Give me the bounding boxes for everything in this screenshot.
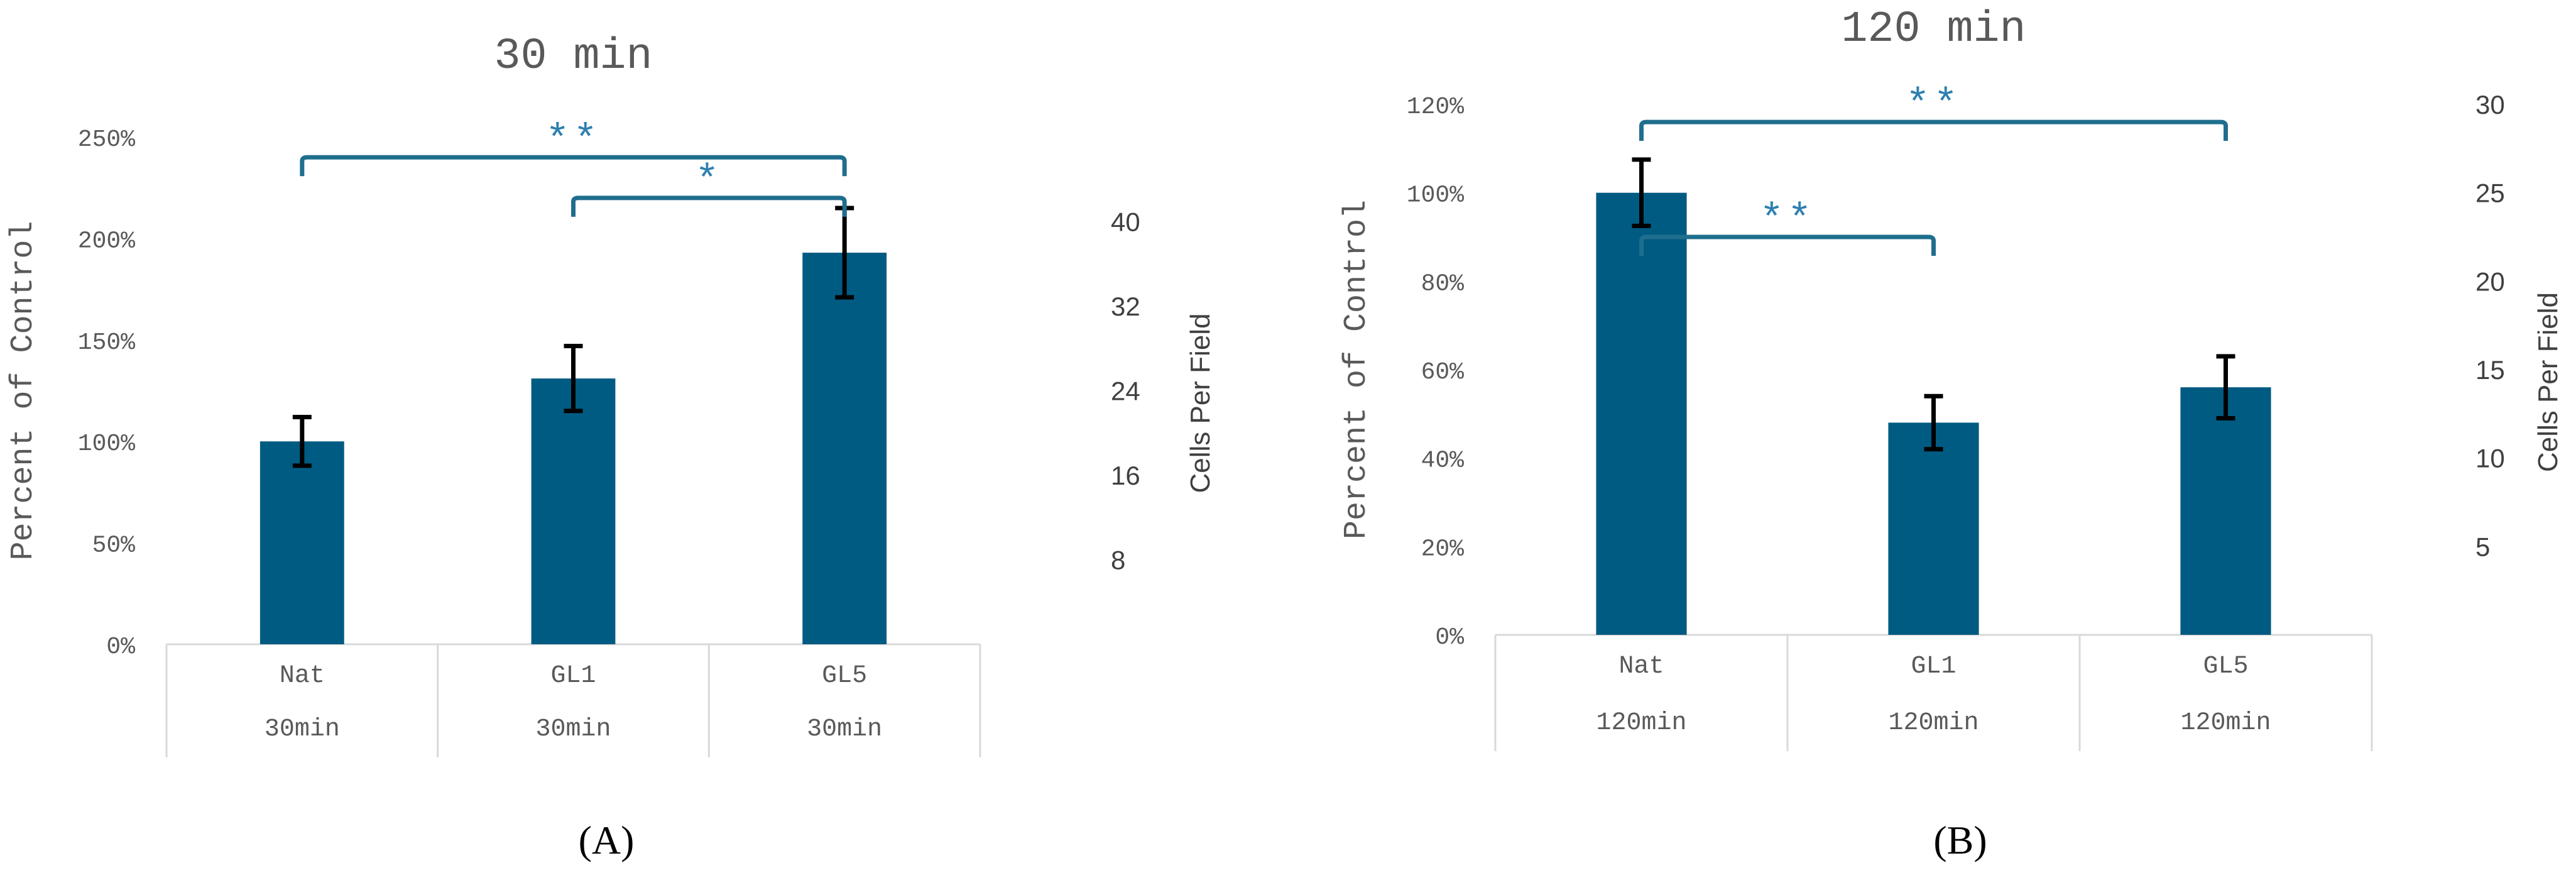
y-tick-label: 80%: [1421, 270, 1465, 297]
significance-label: *: [695, 159, 723, 204]
significance-bracket: [300, 155, 847, 177]
chart-title: 120 min: [1841, 5, 2026, 55]
y2-tick-label: 30: [2475, 90, 2505, 119]
y-tick-label: 0%: [1435, 624, 1464, 651]
y2-tick-label: 32: [1111, 292, 1140, 321]
category-label: GL1: [550, 662, 596, 690]
chart-panel-b: 120 min Percent of Control Cells Per Field…: [1339, 5, 2563, 751]
y2-tick-label: 15: [2475, 355, 2505, 385]
subcategory-label: 120min: [1596, 709, 1686, 737]
category-label: GL5: [822, 662, 867, 690]
y-tick-label: 200%: [78, 228, 135, 255]
bar-gl1: [531, 378, 616, 644]
y2-tick-label: 24: [1111, 377, 1140, 406]
bar-nat: [1596, 192, 1687, 635]
bar-gl5: [802, 252, 887, 645]
y2-tick-label: 10: [2475, 444, 2505, 473]
chart-title: 30 min: [494, 32, 652, 82]
significance-label: **: [1760, 198, 1816, 243]
y2-tick-label: 25: [2475, 179, 2505, 208]
y-tick-label: 120%: [1407, 94, 1464, 121]
significance-label: **: [1906, 83, 1962, 128]
subcategory-label: 120min: [2180, 709, 2271, 737]
significance-label: **: [545, 118, 601, 163]
y-tick-label: 100%: [78, 431, 135, 458]
y2-tick-label: 40: [1111, 207, 1140, 237]
y-tick-label: 100%: [1407, 182, 1464, 209]
y-axis-title: Percent of Control: [1339, 200, 1375, 539]
bar-gl5: [2180, 387, 2271, 635]
category-label: Nat: [280, 662, 325, 690]
bar-gl1: [1888, 422, 1979, 635]
y2-tick-label: 5: [2475, 532, 2490, 561]
category-label: Nat: [1618, 652, 1664, 681]
category-label: GL1: [1911, 652, 1956, 681]
y2-axis-title: Cells Per Field: [2533, 292, 2563, 472]
y-tick-label: 250%: [78, 126, 135, 153]
y2-tick-label: 8: [1111, 546, 1125, 575]
y-tick-label: 150%: [78, 329, 135, 356]
y2-tick-label: 16: [1111, 461, 1140, 490]
significance-bracket: [571, 195, 847, 217]
category-label: GL5: [2203, 652, 2248, 681]
y-tick-label: 40%: [1421, 448, 1465, 475]
y-tick-label: 50%: [92, 532, 136, 559]
y-tick-label: 60%: [1421, 359, 1465, 386]
significance-bracket: [1639, 234, 1936, 256]
subcategory-label: 30min: [265, 715, 340, 744]
chart-panel-a: 30 min Percent of Control Cells Per Field 0…: [6, 32, 1216, 757]
bar-nat: [259, 441, 344, 644]
y2-axis-title: Cells Per Field: [1185, 313, 1216, 493]
subcategory-label: 30min: [807, 715, 882, 744]
subcategory-label: 120min: [1888, 709, 1978, 737]
subcategory-label: 30min: [535, 715, 611, 744]
panel-label-a: (A): [579, 818, 635, 862]
y-axis-title: Percent of Control: [6, 221, 41, 560]
y-tick-label: 0%: [106, 634, 135, 661]
y-tick-label: 20%: [1421, 536, 1465, 563]
significance-bracket: [1639, 119, 2228, 141]
panel-label-b: (B): [1933, 818, 1987, 862]
y2-tick-label: 20: [2475, 267, 2505, 296]
